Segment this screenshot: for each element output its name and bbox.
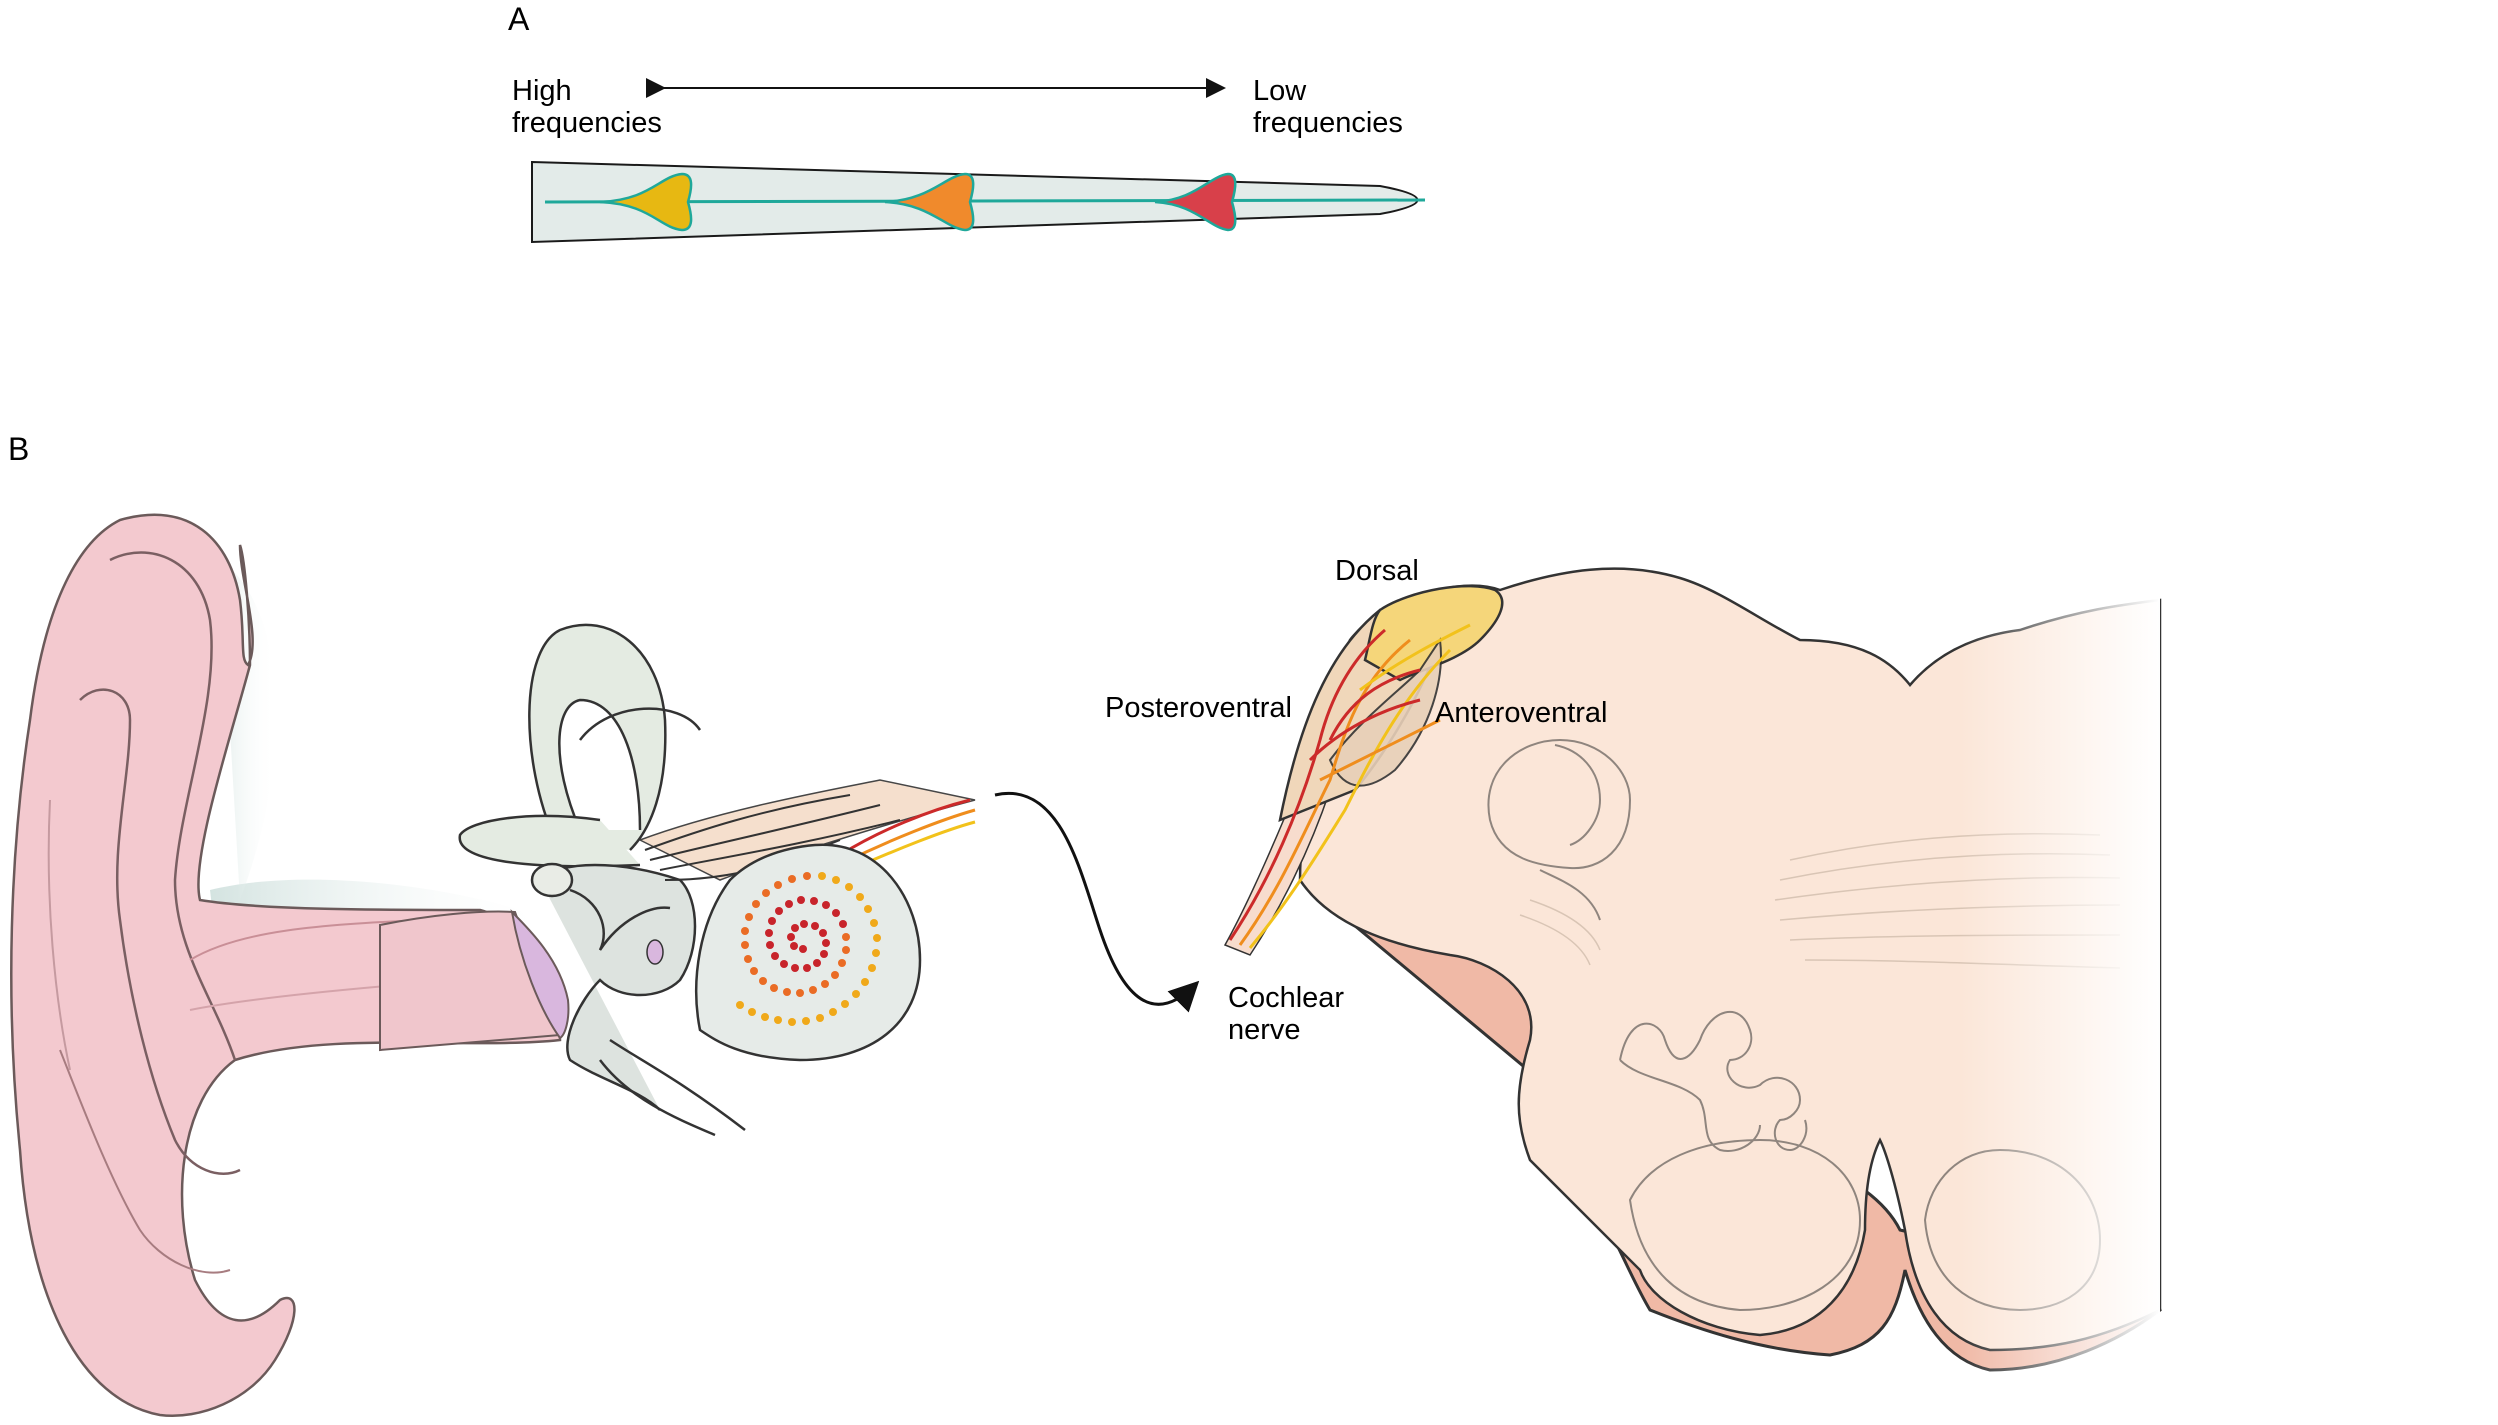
connecting-arrow [994,791,1200,1013]
panel-b: B [8,431,2162,1417]
eardrum [510,909,570,1040]
dorsal-label: Dorsal [1335,555,1419,587]
brainstem-fade [1960,560,2160,1380]
semicircular-canals [528,623,667,851]
low-frequencies-label: Low frequencies [1253,75,1403,139]
panel-b-letter: B [8,431,29,467]
inner-ear [458,623,976,1137]
cochlear-nerve-label: Cochlear nerve [1228,982,1352,1046]
high-frequency-peak [599,172,693,232]
basilar-membrane-axis [544,198,1426,204]
panel-a-letter: A [508,1,530,37]
posteroventral-label: Posteroventral [1105,692,1292,724]
brainstem [1298,560,2162,1380]
mid-frequency-peak [884,172,975,232]
cochlea-spiral-orange [741,872,850,997]
cochlea-spiral-red [765,896,847,972]
panel-a: A High frequencies Low frequencies [508,1,1426,244]
cochlea-spiral-yellow [736,872,881,1026]
dorsal-nucleus [1363,584,1504,682]
cochlea [695,843,922,1062]
high-frequencies-label: High frequencies [512,75,662,139]
low-frequency-peak [1154,172,1237,232]
cochlear-nucleus [1223,584,1504,956]
cochlear-nucleus-fibers [1228,623,1471,949]
incus-stapes [569,888,671,951]
malleus [530,862,574,898]
brainstem-body [1298,567,2162,1352]
anteroventral-label: Anteroventral [1435,697,1608,729]
